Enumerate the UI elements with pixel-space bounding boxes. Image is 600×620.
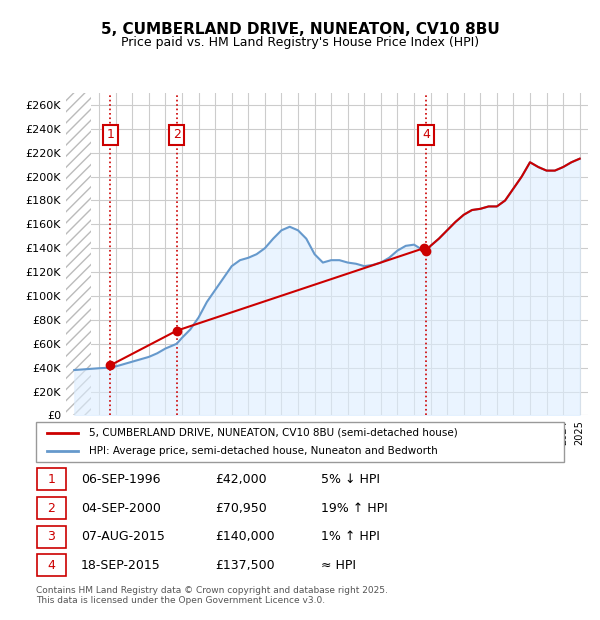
Text: 07-AUG-2015: 07-AUG-2015 [81, 530, 165, 543]
Text: 19% ↑ HPI: 19% ↑ HPI [321, 502, 388, 515]
Text: 06-SEP-1996: 06-SEP-1996 [81, 473, 160, 486]
Text: 5% ↓ HPI: 5% ↓ HPI [321, 473, 380, 486]
FancyBboxPatch shape [37, 497, 66, 519]
Text: Contains HM Land Registry data © Crown copyright and database right 2025.
This d: Contains HM Land Registry data © Crown c… [36, 586, 388, 605]
Bar [66, 93, 91, 415]
Text: 4: 4 [422, 128, 430, 141]
FancyBboxPatch shape [37, 526, 66, 547]
Text: 1: 1 [106, 128, 115, 141]
FancyBboxPatch shape [36, 422, 564, 462]
Text: HPI: Average price, semi-detached house, Nuneaton and Bedworth: HPI: Average price, semi-detached house,… [89, 446, 437, 456]
Text: £42,000: £42,000 [215, 473, 267, 486]
Text: £70,950: £70,950 [215, 502, 267, 515]
Text: £137,500: £137,500 [215, 559, 275, 572]
Text: 1: 1 [47, 473, 55, 486]
FancyBboxPatch shape [37, 554, 66, 576]
Text: Price paid vs. HM Land Registry's House Price Index (HPI): Price paid vs. HM Land Registry's House … [121, 36, 479, 49]
FancyBboxPatch shape [37, 469, 66, 490]
Text: 04-SEP-2000: 04-SEP-2000 [81, 502, 161, 515]
Text: 18-SEP-2015: 18-SEP-2015 [81, 559, 161, 572]
Text: ≈ HPI: ≈ HPI [321, 559, 356, 572]
Text: 1% ↑ HPI: 1% ↑ HPI [321, 530, 380, 543]
Text: £140,000: £140,000 [215, 530, 275, 543]
Text: 5, CUMBERLAND DRIVE, NUNEATON, CV10 8BU (semi-detached house): 5, CUMBERLAND DRIVE, NUNEATON, CV10 8BU … [89, 428, 458, 438]
Text: 2: 2 [47, 502, 55, 515]
Text: 2: 2 [173, 128, 181, 141]
Text: 3: 3 [47, 530, 55, 543]
Text: 5, CUMBERLAND DRIVE, NUNEATON, CV10 8BU: 5, CUMBERLAND DRIVE, NUNEATON, CV10 8BU [101, 22, 499, 37]
Text: 4: 4 [47, 559, 55, 572]
